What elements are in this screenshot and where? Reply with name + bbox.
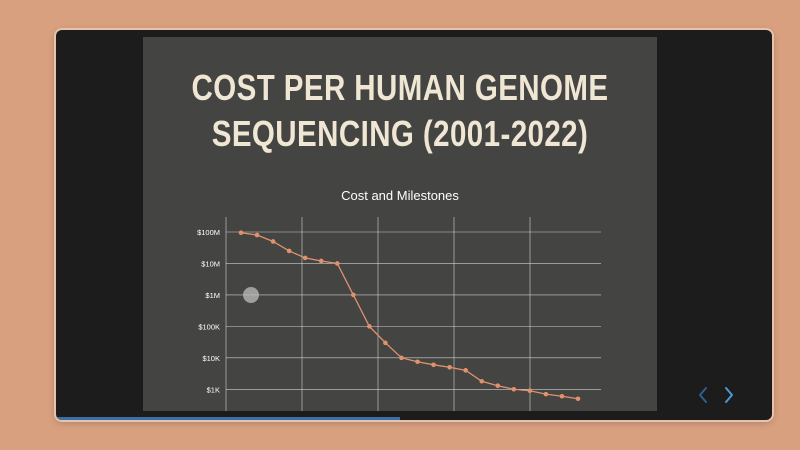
slide: COST PER HUMAN GENOME SEQUENCING (2001-2… <box>143 37 657 411</box>
data-point <box>286 248 292 254</box>
data-point <box>302 255 308 261</box>
data-point <box>495 383 501 388</box>
slide-progress-bar <box>56 417 400 420</box>
cursor-circle-icon <box>243 287 259 303</box>
y-tick-label: $1M <box>205 291 220 300</box>
y-tick-label: $10M <box>201 259 220 268</box>
data-point <box>543 391 549 397</box>
data-point <box>511 386 517 392</box>
data-point <box>415 359 420 365</box>
slide-title-line-1: COST PER HUMAN GENOME <box>191 67 609 108</box>
data-point <box>399 355 404 361</box>
previous-slide-button[interactable] <box>693 385 713 405</box>
y-tick-label: $10K <box>202 354 220 363</box>
chevron-left-icon <box>699 387 707 403</box>
data-point <box>431 362 436 368</box>
cost-chart: Cost and Milestones $1K $10K $100K $1M $10M $1… <box>197 188 601 411</box>
next-slide-button[interactable] <box>719 385 739 405</box>
series-line <box>240 232 579 400</box>
data-point <box>254 232 260 238</box>
presentation-viewer: COST PER HUMAN GENOME SEQUENCING (2001-2… <box>56 30 772 420</box>
y-tick-label: $100M <box>197 228 220 237</box>
chevron-right-icon <box>725 387 733 403</box>
data-point <box>447 364 452 370</box>
data-point <box>270 239 276 244</box>
data-point <box>527 388 533 394</box>
slide-title: COST PER HUMAN GENOME SEQUENCING (2001-2… <box>189 65 610 157</box>
data-point <box>559 393 565 399</box>
slide-title-line-2: SEQUENCING (2001-2022) <box>211 113 589 154</box>
data-point <box>479 378 485 384</box>
data-point <box>463 368 468 373</box>
data-point <box>383 340 388 346</box>
data-point <box>318 258 324 264</box>
y-tick-label: $100K <box>198 322 220 331</box>
data-point <box>575 396 581 402</box>
data-point <box>238 230 244 236</box>
chart-title: Cost and Milestones <box>341 188 459 203</box>
data-point <box>334 261 340 266</box>
data-point <box>351 292 356 298</box>
y-tick-label: $1K <box>207 385 220 394</box>
data-point <box>367 324 372 329</box>
